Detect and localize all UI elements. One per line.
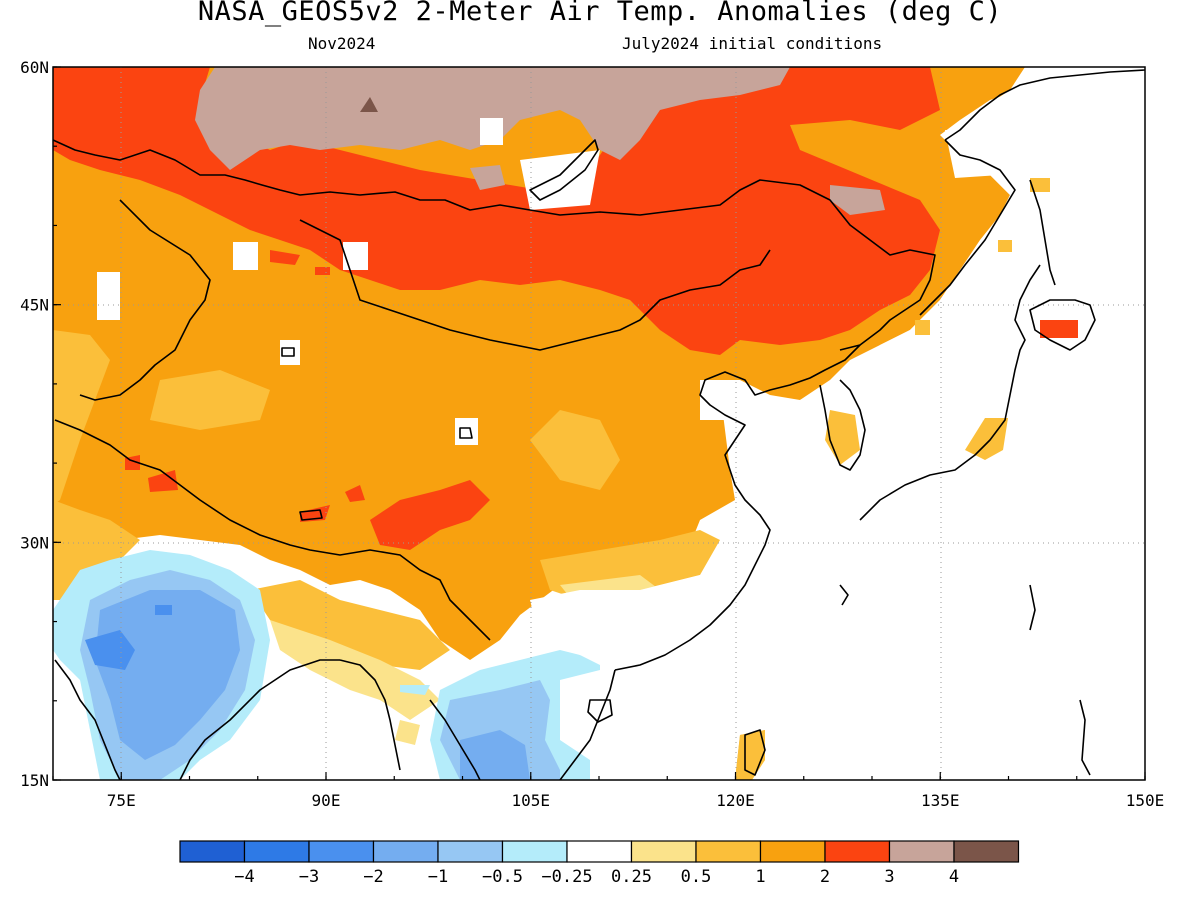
coastlines-and-borders [53, 69, 1145, 780]
lat-tick-label: 15N [20, 771, 49, 790]
map-title: NASA_GEOS5v2 2-Meter Air Temp. Anomalies… [197, 0, 1003, 27]
graticule [53, 67, 1145, 780]
colorbar-swatch [243, 840, 310, 863]
colorbar-swatch [630, 840, 697, 863]
colorbar-swatch [179, 840, 246, 863]
lon-tick-label: 90E [312, 791, 341, 810]
colorbar-swatch [566, 840, 633, 863]
colorbar-swatch [759, 840, 826, 863]
colorbar-label: −3 [299, 867, 319, 887]
lon-tick-label: 150E [1126, 791, 1165, 810]
colorbar-label: 1 [755, 867, 765, 887]
colorbar-label: −1 [428, 867, 448, 887]
colorbar-swatch [308, 840, 375, 863]
lon-tick-label: 135E [921, 791, 960, 810]
anomaly-field [53, 67, 1145, 780]
colorbar-label: −0.5 [482, 867, 523, 887]
anomaly-region-above4 [360, 97, 378, 112]
colorbar-swatch [824, 840, 891, 863]
colorbar [179, 840, 1020, 863]
colorbar-swatch [953, 840, 1020, 863]
anomaly-region-neg2 [85, 630, 135, 670]
anomaly-region-2to3 [53, 67, 940, 355]
lon-tick-label: 120E [716, 791, 755, 810]
anomaly-region-neg1 [95, 590, 240, 760]
colorbar-swatch [695, 840, 762, 863]
init-conditions-label: July2024 initial conditions [622, 34, 883, 53]
colorbar-swatch [437, 840, 504, 863]
anomaly-region-05to1 [53, 330, 110, 505]
colorbar-label: −4 [234, 867, 254, 887]
lat-tick-label: 45N [20, 296, 49, 315]
lon-tick-label: 75E [107, 791, 136, 810]
colorbar-label: 4 [949, 867, 959, 887]
colorbar-label: 0.25 [611, 867, 652, 887]
colorbar-label: 2 [820, 867, 830, 887]
colorbar-swatch [372, 840, 439, 863]
lon-tick-label: 105E [511, 791, 550, 810]
lat-tick-label: 60N [20, 58, 49, 77]
colorbar-label: −2 [363, 867, 383, 887]
colorbar-label: −0.25 [541, 867, 592, 887]
anomaly-region-025to05 [270, 620, 440, 720]
colorbar-swatch [888, 840, 955, 863]
colorbar-label: 0.5 [681, 867, 712, 887]
anomaly-region-neutral [530, 560, 770, 690]
colorbar-label: 3 [884, 867, 894, 887]
valid-month-label: Nov2024 [308, 34, 376, 53]
lat-tick-label: 30N [20, 533, 49, 552]
colorbar-swatch [501, 840, 568, 863]
